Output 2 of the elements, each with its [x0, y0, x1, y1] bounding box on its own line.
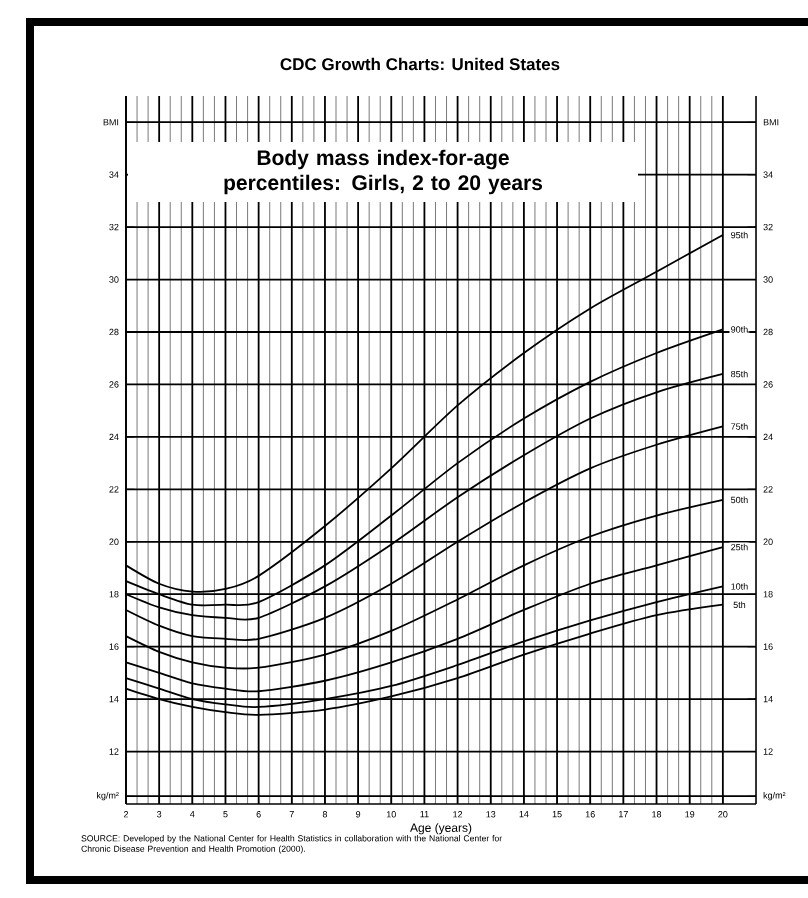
chart-title: CDC Growth Charts: United States	[280, 57, 560, 71]
text: Body mass index-for-age percentiles: Girls, 2 to 20 years	[224, 149, 543, 195]
